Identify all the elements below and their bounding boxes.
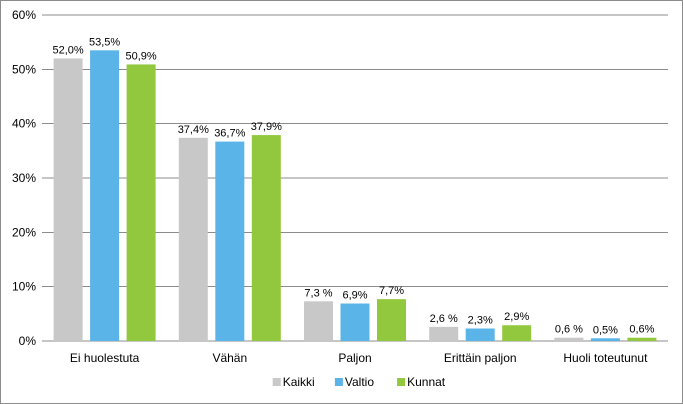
data-label: 0,6% [629, 324, 654, 336]
bar-kunnat-2 [251, 135, 281, 341]
y-tick-label: 20% [12, 225, 36, 239]
y-tick-label: 10% [12, 280, 36, 294]
data-label: 7,7% [379, 285, 404, 297]
data-label: 53,5% [89, 36, 120, 48]
data-label: 0,5% [593, 324, 618, 336]
x-tick-label: Ei huolestuta [70, 351, 140, 365]
x-tick-label: Paljon [338, 351, 371, 365]
bar-valtio-5 [590, 338, 620, 341]
y-tick-label: 60% [12, 8, 36, 22]
bar-kunnat-1 [126, 64, 156, 342]
y-tick-label: 30% [12, 171, 36, 185]
bar-kunnat-3 [377, 299, 406, 341]
data-label: 37,4% [178, 124, 209, 136]
x-tick-label: Huoli toteutunut [563, 351, 648, 365]
data-label: 2,9% [504, 311, 529, 323]
bar-kaikki-4 [429, 326, 459, 341]
bar-kunnat-4 [502, 325, 532, 341]
legend-label-kunnat: Kunnat [407, 375, 446, 389]
bar-kunnat-5 [627, 337, 657, 341]
bar-valtio-2 [215, 141, 245, 341]
bar-kaikki-2 [178, 137, 208, 341]
y-tick-label: 50% [12, 62, 36, 76]
data-label: 37,9% [251, 121, 282, 133]
data-label: 7,3 % [304, 287, 332, 299]
bar-kaikki-3 [304, 301, 333, 341]
data-label: 50,9% [125, 50, 156, 62]
data-label: 6,9% [342, 290, 367, 302]
bar-valtio-1 [90, 50, 120, 342]
data-label: 52,0% [52, 44, 83, 56]
x-tick-label: Erittäin paljon [444, 351, 517, 365]
y-tick-label: 0% [19, 334, 37, 348]
x-tick-label: Vähän [212, 351, 247, 365]
legend-swatch-kunnat [397, 378, 406, 386]
data-label: 2,3% [468, 315, 493, 327]
bar-kaikki-1 [53, 58, 83, 341]
legend-swatch-kaikki [272, 378, 281, 386]
data-label: 2,6 % [430, 313, 458, 325]
legend-label-valtio: Valtio [345, 375, 374, 389]
bar-kaikki-5 [554, 337, 584, 341]
legend-swatch-valtio [334, 378, 343, 386]
data-label: 0,6 % [555, 324, 583, 336]
data-label: 36,7% [214, 128, 245, 140]
legend-label-kaikki: Kaikki [283, 375, 315, 389]
bar-valtio-4 [465, 328, 495, 341]
bar-valtio-3 [340, 303, 370, 341]
y-tick-label: 40% [12, 117, 36, 131]
